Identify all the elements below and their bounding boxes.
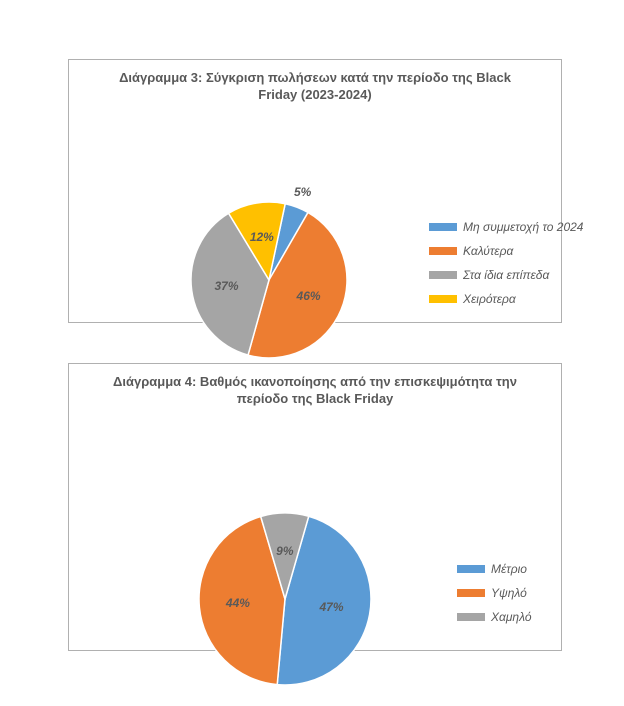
legend-label: Στα ίδια επίπεδα: [463, 268, 549, 282]
pie-pct-label: 37%: [214, 279, 238, 293]
chart3-title: Διάγραμμα 3: Σύγκριση πωλήσεων κατά την …: [69, 60, 561, 110]
legend-item: Στα ίδια επίπεδα: [429, 268, 583, 282]
legend-swatch: [457, 589, 485, 597]
chart3-card: Διάγραμμα 3: Σύγκριση πωλήσεων κατά την …: [68, 59, 562, 323]
legend-label: Υψηλό: [491, 586, 527, 600]
legend-swatch: [457, 613, 485, 621]
legend-label: Μέτριο: [491, 562, 527, 576]
pie-pct-label: 46%: [297, 289, 321, 303]
legend-item: Μη συμμετοχή το 2024: [429, 220, 583, 234]
chart4-pie: [69, 414, 563, 702]
legend-item: Μέτριο: [457, 562, 532, 576]
legend-swatch: [429, 271, 457, 279]
pie-pct-label: 5%: [294, 185, 311, 199]
legend-swatch: [429, 223, 457, 231]
pie-pct-label: 44%: [226, 596, 250, 610]
legend-swatch: [457, 565, 485, 573]
legend-label: Καλύτερα: [463, 244, 513, 258]
legend-label: Χειρότερα: [463, 292, 516, 306]
pie-pct-label: 9%: [276, 544, 293, 558]
chart4-card: Διάγραμμα 4: Βαθμός ικανοποίησης από την…: [68, 363, 562, 651]
chart4-title: Διάγραμμα 4: Βαθμός ικανοποίησης από την…: [69, 364, 561, 414]
legend-label: Χαμηλό: [491, 610, 532, 624]
legend-swatch: [429, 247, 457, 255]
legend-label: Μη συμμετοχή το 2024: [463, 220, 583, 234]
pie-pct-label: 12%: [250, 230, 274, 244]
pie-pct-label: 47%: [319, 600, 343, 614]
chart4-legend: Μέτριο Υψηλό Χαμηλό: [457, 562, 532, 634]
legend-item: Χαμηλό: [457, 610, 532, 624]
legend-item: Χειρότερα: [429, 292, 583, 306]
chart3-legend: Μη συμμετοχή το 2024 Καλύτερα Στα ίδια επί…: [429, 220, 583, 316]
legend-item: Καλύτερα: [429, 244, 583, 258]
legend-item: Υψηλό: [457, 586, 532, 600]
legend-swatch: [429, 295, 457, 303]
